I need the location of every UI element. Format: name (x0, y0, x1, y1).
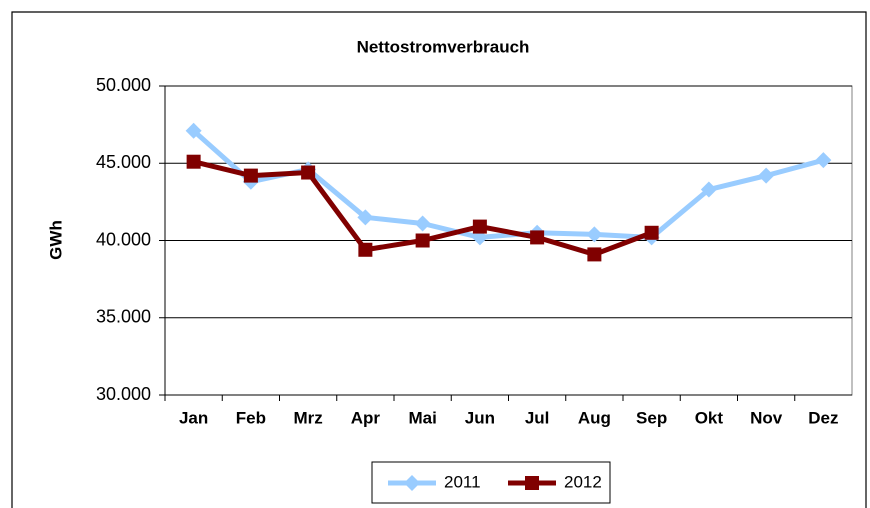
x-tick-label: Jun (465, 408, 495, 427)
y-tick-label: 30.000 (96, 384, 151, 404)
y-axis-label: GWh (46, 220, 65, 260)
marker (301, 165, 316, 180)
x-tick-label: Aug (578, 408, 611, 427)
legend-label: 2011 (444, 472, 481, 491)
legend-label: 2012 (564, 472, 602, 491)
marker (525, 476, 539, 490)
marker (587, 247, 602, 262)
x-tick-label: Apr (351, 408, 381, 427)
marker (758, 167, 775, 184)
marker (530, 230, 545, 245)
x-tick-label: Mrz (293, 408, 322, 427)
x-tick-label: Jul (525, 408, 550, 427)
chart-title: Nettostromverbrauch (357, 37, 530, 56)
marker (414, 215, 431, 232)
marker (700, 181, 717, 198)
y-tick-label: 35.000 (96, 307, 151, 327)
y-tick-label: 50.000 (96, 75, 151, 95)
x-tick-label: Sep (636, 408, 667, 427)
x-tick-label: Feb (236, 408, 266, 427)
x-tick-label: Dez (808, 408, 838, 427)
marker (186, 154, 201, 169)
marker (472, 219, 487, 234)
marker (185, 122, 202, 139)
marker (357, 209, 374, 226)
chart-frame (11, 11, 867, 508)
marker (415, 233, 430, 248)
marker (243, 168, 258, 183)
x-tick-label: Nov (750, 408, 783, 427)
legend-box (371, 461, 611, 504)
y-tick-label: 45.000 (96, 152, 151, 172)
x-tick-label: Jan (179, 408, 208, 427)
marker (586, 226, 603, 243)
x-tick-label: Mai (408, 408, 436, 427)
marker (358, 242, 373, 257)
marker (815, 152, 832, 169)
marker (404, 475, 420, 491)
y-tick-label: 40.000 (96, 229, 151, 249)
x-tick-label: Okt (695, 408, 724, 427)
marker (644, 225, 659, 240)
